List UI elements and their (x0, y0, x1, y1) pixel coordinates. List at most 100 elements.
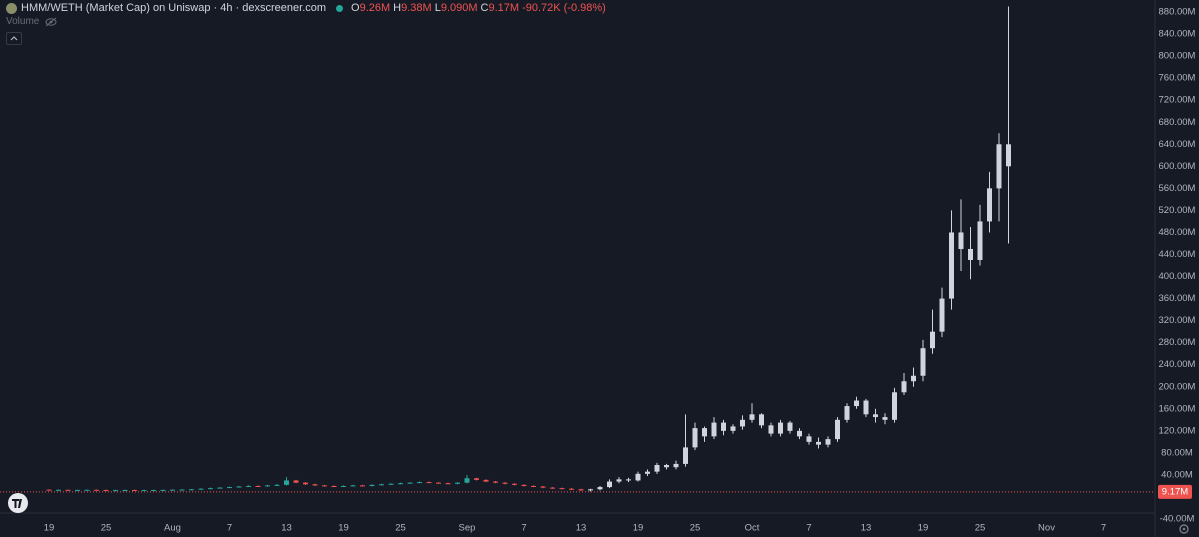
candle-body (759, 414, 764, 426)
y-tick-label: 600.00M (1159, 161, 1196, 172)
x-tick-label: 7 (1101, 523, 1106, 534)
candle-body (122, 489, 128, 491)
candle-body (445, 483, 451, 485)
candle-body (284, 480, 289, 485)
candle-body (816, 441, 821, 445)
axes: -40.00M 40.00M 80.00M 120.00M 160.00M 200.00M… (44, 7, 1196, 534)
candle-body (844, 406, 850, 420)
candle-body (217, 487, 223, 489)
y-tick-label: 880.00M (1159, 7, 1196, 18)
y-tick-label: 440.00M (1159, 249, 1196, 260)
candle-body (635, 473, 641, 481)
candle-body (46, 489, 52, 491)
y-tick-label: 480.00M (1159, 227, 1196, 238)
x-tick-label: 25 (101, 523, 112, 534)
y-tick-label: 360.00M (1159, 293, 1196, 304)
candle-body (550, 487, 555, 489)
candle-body (721, 422, 726, 431)
candle-body (768, 425, 774, 434)
candle-body (531, 485, 536, 487)
x-tick-label: 13 (576, 523, 587, 534)
candle-body (607, 481, 612, 488)
candle-body (94, 489, 99, 491)
candle-body (407, 482, 413, 484)
ohlc-key: H (393, 2, 402, 14)
candle-body (673, 463, 679, 468)
candle-body (683, 447, 688, 464)
candle-body (825, 439, 831, 445)
x-tick-label: 25 (975, 523, 986, 534)
candle-body (806, 436, 812, 442)
candle-body (578, 489, 584, 491)
x-tick-label: Sep (459, 523, 476, 534)
candle-body (730, 426, 736, 431)
candle-body (569, 488, 574, 490)
ohlc-legend: O9.26M H9.38M L9.090M C9.17M (351, 2, 522, 14)
x-tick-label: 7 (806, 523, 811, 534)
x-tick-label: 7 (227, 523, 232, 534)
x-tick-label: 19 (44, 523, 55, 534)
candle-body (616, 479, 622, 482)
candle-body (56, 489, 61, 491)
candle-body (949, 232, 954, 299)
ohlc-key: O (351, 2, 360, 14)
candle-body (303, 482, 308, 485)
candle-body (436, 482, 441, 484)
y-tick-label: -40.00M (1160, 514, 1195, 525)
candle-body (892, 392, 897, 420)
y-tick-label: 120.00M (1159, 425, 1196, 436)
x-tick-label: 13 (281, 523, 292, 534)
y-tick-label: 640.00M (1159, 139, 1196, 150)
candle-body (293, 480, 299, 483)
candle-body (312, 484, 318, 486)
last-price-tag (1158, 484, 1192, 499)
candle-body (151, 490, 156, 492)
candle-body (749, 414, 755, 420)
y-tick-label: 800.00M (1159, 51, 1196, 62)
collapse-button[interactable] (6, 32, 22, 45)
candle-body (464, 478, 470, 483)
candle-body (84, 489, 90, 491)
candle-body (455, 482, 460, 484)
candle-body (977, 221, 983, 261)
candle-body (930, 331, 935, 349)
y-tick-label: 80.00M (1161, 447, 1193, 458)
candle-body (797, 430, 802, 437)
x-tick-label: 19 (633, 523, 644, 534)
ohlc-key: C (480, 2, 489, 14)
candle-body (559, 488, 565, 490)
candle-body (901, 381, 907, 393)
candle-body (246, 485, 251, 487)
logo (8, 493, 28, 513)
ohlc-key: L (434, 2, 441, 14)
settings-icon[interactable] (1179, 524, 1189, 534)
eye-icon[interactable] (45, 17, 57, 27)
y-tick-label: 40.00M (1161, 469, 1193, 480)
status-dot (336, 4, 344, 12)
candle-body (854, 400, 859, 407)
candle-body (331, 485, 337, 487)
y-tick-label: 560.00M (1159, 183, 1196, 194)
candle-body (65, 489, 71, 491)
y-tick-label: 520.00M (1159, 205, 1196, 216)
y-tick-label: 840.00M (1159, 29, 1196, 40)
candle-body (987, 188, 992, 222)
candle-body (958, 232, 964, 249)
x-tick-label: Nov (1038, 523, 1055, 534)
volume-label: Volume (6, 16, 40, 27)
x-tick-label: 13 (861, 523, 872, 534)
candle-body (521, 484, 527, 486)
candle-body (1006, 144, 1011, 167)
candle-body (350, 485, 356, 487)
candle-body (322, 485, 327, 487)
candle-body (512, 483, 517, 485)
candle-body (711, 422, 717, 437)
candle-body (493, 481, 498, 483)
candle-body (103, 490, 109, 492)
logo-mark (12, 499, 22, 508)
candle-body (645, 471, 650, 474)
candle-body (597, 487, 603, 490)
